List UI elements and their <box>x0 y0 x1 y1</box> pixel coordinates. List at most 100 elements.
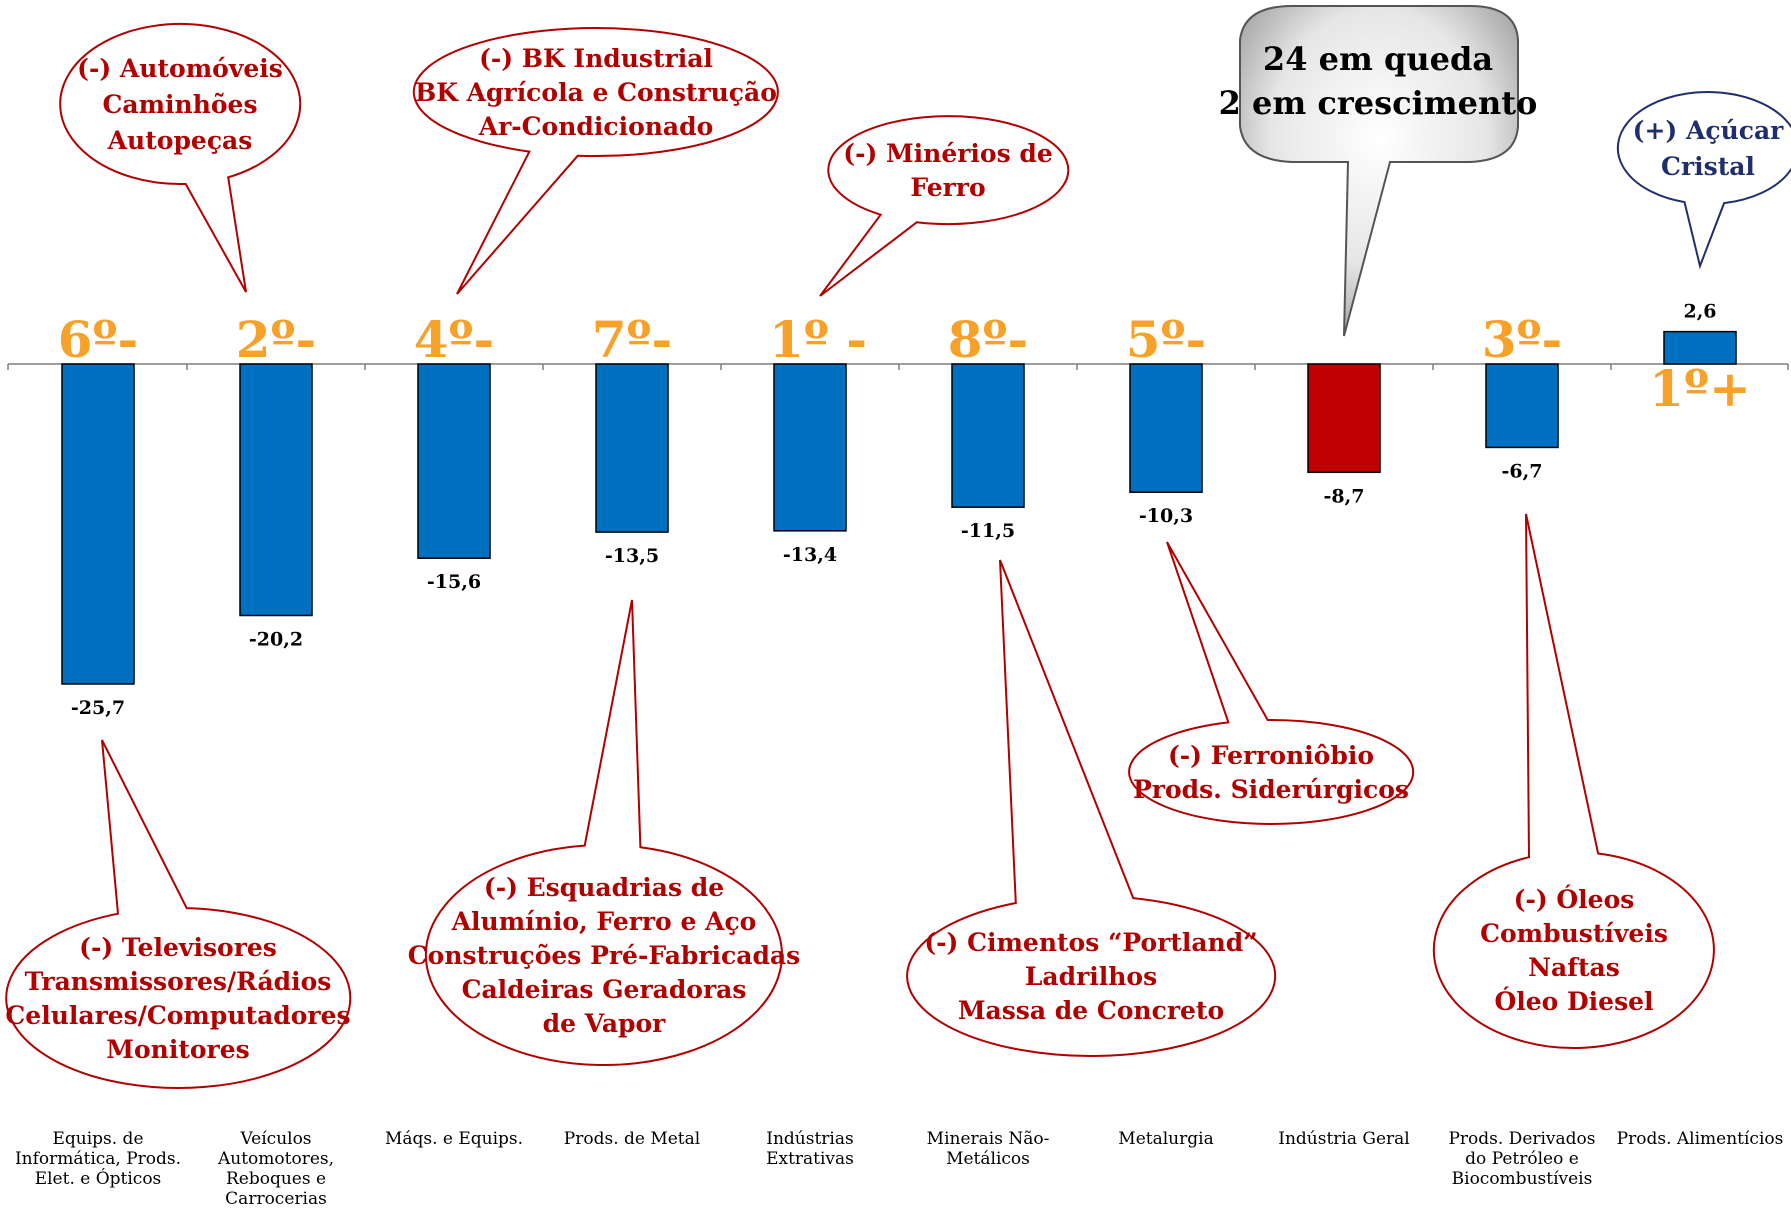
callout-automoveis-line: (-) Automóveis <box>77 54 283 83</box>
rank-label: 6º- <box>58 310 139 369</box>
category-label-line: Informática, Prods. <box>15 1149 181 1169</box>
category-label-line: Biocombustíveis <box>1452 1169 1593 1189</box>
callout-automoveis-line: Autopeças <box>107 126 253 155</box>
callout-ferroniobio-line: Prods. Siderúrgicos <box>1133 775 1409 804</box>
callout-summary: 24 em queda 2 em crescimento <box>1219 40 1538 122</box>
category-label: Minerais Não-Metálicos <box>927 1129 1050 1169</box>
value-label: -8,7 <box>1324 485 1365 507</box>
category-label-line: Máqs. e Equips. <box>385 1129 523 1149</box>
callout-automoveis-line: Caminhões <box>102 90 257 119</box>
category-label-line: Metálicos <box>946 1149 1030 1169</box>
callout-minerios-line: (-) Minérios de <box>843 139 1053 168</box>
callout-acucar-line: (+) Açúcar <box>1633 116 1785 145</box>
bar-2 <box>239 363 313 617</box>
category-label: Prods. Derivados do Petróleo e Biocombustí… <box>1448 1129 1595 1189</box>
rank-label: 8º- <box>948 310 1029 369</box>
callout-bk-industrial-line: BK Agrícola e Construção <box>415 78 777 107</box>
rank-label: 2º- <box>236 310 317 369</box>
callout-cimentos: (-) Cimentos “Portland” Ladrilhos Massa de… <box>924 928 1257 1025</box>
category-label-line: Carrocerias <box>225 1189 327 1209</box>
category-label-line: Automotores, <box>217 1149 334 1169</box>
callout-text-layer: (-) Automóveis Caminhões Autopeças (-) BK I… <box>5 40 1784 1064</box>
callout-summary-line: 2 em crescimento <box>1219 84 1538 122</box>
rank-label: 5º- <box>1126 310 1207 369</box>
value-label: -20,2 <box>249 628 303 650</box>
callout-oleos: (-) Óleos Combustíveis Naftas Óleo Diesel <box>1480 885 1668 1016</box>
value-label: -6,7 <box>1502 460 1543 482</box>
category-label-line: Equips. de <box>52 1129 143 1149</box>
category-label-line: Indústrias <box>766 1129 853 1149</box>
category-label: Veículos Automotores, Reboques e Carroceria… <box>217 1129 334 1209</box>
rank-label: 7º- <box>592 310 673 369</box>
bar-3 <box>417 363 491 559</box>
callout-ferroniobio-line: (-) Ferroniôbio <box>1168 741 1374 770</box>
callout-bk-industrial: (-) BK Industrial BK Agrícola e Construçã… <box>415 44 777 141</box>
category-label-line: Elet. e Ópticos <box>35 1168 162 1189</box>
callout-esquadrias-line: (-) Esquadrias de <box>484 873 724 902</box>
callout-cimentos-line: Massa de Concreto <box>958 996 1224 1025</box>
value-label: -15,6 <box>427 571 481 593</box>
callout-minerios-line: Ferro <box>910 173 985 202</box>
bar-9 <box>1485 363 1559 449</box>
callout-automoveis-shape <box>59 22 302 293</box>
category-label: Equips. de Informática, Prods. Elet. e Ópt… <box>15 1129 181 1189</box>
category-label: Indústria Geral <box>1278 1129 1410 1149</box>
callout-oleos-line: Combustíveis <box>1480 919 1668 948</box>
category-label-line: Metalurgia <box>1118 1129 1213 1149</box>
callout-oleos-line: Óleo Diesel <box>1494 987 1653 1016</box>
callout-oleos-line: (-) Óleos <box>1514 885 1635 914</box>
callout-esquadrias-line: Caldeiras Geradoras <box>462 975 747 1004</box>
bar-8 <box>1307 363 1381 474</box>
category-label-line: Prods. de Metal <box>564 1129 700 1149</box>
category-label: Prods. de Metal <box>564 1129 700 1149</box>
category-label-line: Prods. Alimentícios <box>1617 1129 1784 1149</box>
category-label: Máqs. e Equips. <box>385 1129 523 1149</box>
callout-acucar-shape <box>1616 91 1791 270</box>
category-label: Metalurgia <box>1118 1129 1213 1149</box>
category-label-line: Indústria Geral <box>1278 1129 1410 1149</box>
callout-ferroniobio-shape <box>1128 541 1415 825</box>
bar-5 <box>773 363 847 532</box>
bar-layer <box>61 330 1737 685</box>
callout-summary-shape <box>1239 5 1519 337</box>
callout-televisores-line: (-) Televisores <box>79 933 277 962</box>
category-label: Indústrias Extrativas <box>766 1129 854 1169</box>
callout-cimentos-shape <box>906 559 1277 1057</box>
callout-cimentos-line: (-) Cimentos “Portland” <box>924 928 1257 957</box>
value-label: -25,7 <box>71 697 125 719</box>
callout-minerios: (-) Minérios de Ferro <box>843 139 1053 202</box>
category-label-line: Reboques e <box>226 1169 326 1189</box>
value-label: -13,4 <box>783 544 837 566</box>
category-label-line: Veículos <box>239 1129 311 1149</box>
value-label: 2,6 <box>1683 301 1716 323</box>
category-label-line: Prods. Derivados <box>1448 1129 1595 1149</box>
callout-esquadrias: (-) Esquadrias de Alumínio, Ferro e Aço Co… <box>408 873 800 1038</box>
category-label-line: Minerais Não- <box>927 1129 1050 1149</box>
callout-esquadrias-line: Construções Pré-Fabricadas <box>408 941 800 970</box>
callout-oleos-line: Naftas <box>1528 953 1620 982</box>
callout-televisores-line: Monitores <box>106 1035 249 1064</box>
callout-bk-industrial-shape <box>412 27 779 295</box>
value-label: -10,3 <box>1139 505 1193 527</box>
rank-label: 1º+ <box>1649 359 1751 418</box>
callout-televisores-line: Celulares/Computadores <box>5 1001 350 1030</box>
bar-10 <box>1663 330 1737 365</box>
bar-1 <box>61 363 135 685</box>
callout-bk-industrial-line: Ar-Condicionado <box>478 112 714 141</box>
callout-esquadrias-shape <box>424 599 783 1066</box>
callout-televisores: (-) Televisores Transmissores/Rádios Celul… <box>5 933 350 1064</box>
category-label-line: Extrativas <box>766 1149 854 1169</box>
category-label-line: do Petróleo e <box>1465 1149 1579 1169</box>
callout-bk-industrial-line: (-) BK Industrial <box>479 44 713 73</box>
callout-layer <box>5 5 1791 1089</box>
callout-summary-line: 24 em queda <box>1263 40 1493 78</box>
callout-esquadrias-line: de Vapor <box>543 1009 667 1038</box>
rank-label: 4º- <box>414 310 495 369</box>
callout-ferroniobio: (-) Ferroniôbio Prods. Siderúrgicos <box>1133 741 1409 804</box>
category-label: Prods. Alimentícios <box>1617 1129 1784 1149</box>
bar-4 <box>595 363 669 533</box>
value-label: -13,5 <box>605 545 659 567</box>
callout-cimentos-line: Ladrilhos <box>1025 962 1157 991</box>
callout-televisores-line: Transmissores/Rádios <box>25 967 332 996</box>
